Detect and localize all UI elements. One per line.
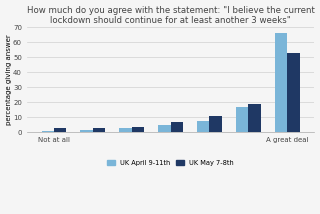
Bar	[54, 128, 67, 132]
Bar	[248, 104, 261, 132]
Y-axis label: percentage giving answer: percentage giving answer	[5, 34, 12, 125]
Bar	[93, 128, 105, 132]
Bar	[197, 121, 210, 132]
Bar	[80, 130, 93, 132]
Title: How much do you agree with the statement: "I believe the current
lockdown should: How much do you agree with the statement…	[27, 6, 315, 25]
Bar	[275, 33, 287, 132]
Bar	[158, 125, 171, 132]
Bar	[236, 107, 248, 132]
Bar	[119, 128, 132, 132]
Bar	[42, 131, 54, 132]
Bar	[287, 53, 300, 132]
Bar	[132, 127, 144, 132]
Bar	[210, 116, 222, 132]
Bar	[171, 122, 183, 132]
Legend: UK April 9-11th, UK May 7-8th: UK April 9-11th, UK May 7-8th	[104, 157, 237, 169]
